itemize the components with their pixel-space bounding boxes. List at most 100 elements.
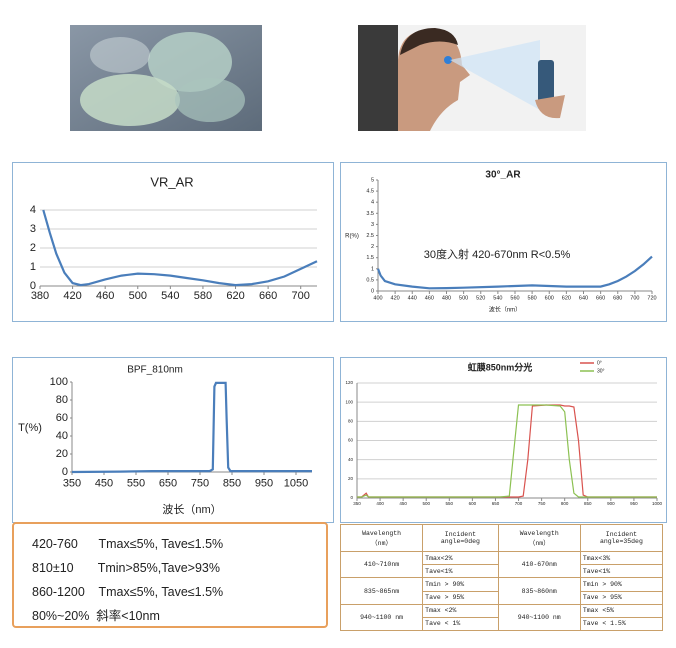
x-tick-label: 500 — [129, 290, 147, 302]
data-line — [357, 404, 657, 498]
table-cell: Tmin > 90% — [579, 577, 664, 592]
x-tick-label: 680 — [613, 295, 622, 301]
legend-label: 30° — [597, 368, 605, 374]
y-tick-label: 4.5 — [366, 189, 374, 195]
table-cell: 940~1100 nm — [339, 603, 424, 632]
x-tick-label: 400 — [376, 501, 384, 506]
lens-photo — [70, 25, 262, 131]
y-tick-label: 2.5 — [366, 233, 374, 239]
table-cell: Tmax<2% — [422, 551, 499, 566]
chart-title: 虹膜850nm分光 — [468, 361, 533, 372]
y-tick-label: 20 — [56, 448, 68, 460]
chart-title: 30°_AR — [485, 170, 521, 181]
table-cell: Tave<1% — [422, 564, 499, 579]
y-tick-label: 5 — [371, 177, 374, 183]
cell-line: angle=0deg — [440, 538, 480, 546]
x-tick-label: 620 — [562, 295, 571, 301]
table-row: Tave > 95% Tave > 95% — [341, 590, 664, 605]
table-cell: Tmax <2% — [422, 603, 499, 618]
x-tick-label: 650 — [159, 477, 177, 489]
x-tick-label: 900 — [607, 501, 615, 506]
x-tick-label: 450 — [95, 477, 113, 489]
table-cell: Incident angle=0deg — [422, 523, 499, 553]
annotation: 30度入射 420-670nm R<0.5% — [424, 247, 571, 261]
y-tick-label: 0 — [62, 466, 68, 478]
y-tick-label: 100 — [50, 376, 68, 388]
chart-title: VR_AR — [150, 174, 193, 189]
table-cell: 940~1100 nm — [497, 603, 581, 632]
x-tick-label: 1050 — [284, 477, 308, 489]
data-line — [376, 255, 653, 290]
x-axis-label: 波长（nm） — [489, 306, 521, 314]
x-tick-label: 540 — [161, 290, 179, 302]
x-tick-label: 640 — [579, 295, 588, 301]
y-tick-label: 1 — [371, 266, 374, 272]
x-tick-label: 540 — [493, 295, 502, 301]
y-tick-label: 40 — [348, 457, 354, 462]
y-tick-label: 0.5 — [366, 277, 374, 283]
table-cell: Tave > 95% — [579, 590, 664, 605]
cell-line: angle=35deg — [599, 538, 643, 546]
x-tick-label: 480 — [442, 295, 451, 301]
y-tick-label: 0 — [371, 288, 374, 294]
x-tick-label: 450 — [399, 501, 407, 506]
chart-panel — [12, 162, 334, 322]
table-cell: Wavelength （nm） — [497, 523, 581, 553]
y-tick-label: 3 — [30, 223, 36, 235]
x-tick-label: 700 — [515, 501, 523, 506]
y-tick-label: 80 — [56, 394, 68, 406]
y-tick-label: 0 — [350, 495, 353, 500]
x-tick-label: 750 — [538, 501, 546, 506]
cell-line: （nm） — [371, 539, 392, 547]
table-cell: Tave < 1.5% — [579, 616, 664, 632]
y-tick-label: 3 — [371, 222, 374, 228]
x-tick-label: 850 — [223, 477, 241, 489]
x-tick-label: 660 — [596, 295, 605, 301]
y-tick-label: 1.5 — [366, 255, 374, 261]
y-tick-label: 100 — [345, 399, 353, 404]
x-tick-label: 700 — [292, 290, 310, 302]
table-cell: 410~710nm — [339, 551, 424, 579]
y-axis-label: R(%) — [345, 234, 359, 240]
chart-panel — [340, 162, 667, 322]
x-axis-label: 波长（nm） — [162, 503, 221, 516]
x-tick-label: 350 — [353, 501, 361, 506]
x-tick-label: 350 — [63, 477, 81, 489]
table-row: Tave < 1% Tave < 1.5% — [341, 616, 664, 632]
x-tick-label: 620 — [226, 290, 244, 302]
x-tick-label: 440 — [408, 295, 417, 301]
legend-label: 0° — [597, 360, 602, 366]
x-tick-label: 600 — [545, 295, 554, 301]
x-tick-label: 460 — [96, 290, 114, 302]
table-cell: 410-670nm — [497, 551, 581, 579]
face-scan-photo — [358, 25, 586, 131]
x-tick-label: 520 — [476, 295, 485, 301]
spec-box: 420-760 Tmax≤5%, Tave≤1.5% 810±10 Tmin>85… — [12, 522, 328, 628]
y-tick-label: 60 — [348, 438, 354, 443]
x-tick-label: 420 — [391, 295, 400, 301]
y-tick-label: 20 — [348, 476, 354, 481]
y-tick-label: 2 — [371, 244, 374, 250]
x-tick-label: 500 — [422, 501, 430, 506]
y-tick-label: 0 — [30, 280, 36, 292]
x-tick-label: 380 — [31, 290, 49, 302]
table-cell: Tave > 95% — [422, 590, 499, 605]
table-cell: Tmin > 90% — [422, 577, 499, 592]
y-tick-label: 4 — [30, 204, 36, 216]
y-tick-label: 2 — [30, 242, 36, 254]
table-row: 940~1100 nm Tmax <2% 940~1100 nm Tmax <5% — [339, 603, 664, 632]
spec-line: 80%~20% 斜率<10nm — [32, 609, 160, 623]
x-tick-label: 400 — [373, 295, 382, 301]
table-cell: Tave < 1% — [422, 616, 499, 632]
spec-table: Wavelength （nm） Incident angle=0deg Waveleng… — [339, 523, 664, 632]
data-line — [42, 209, 318, 287]
y-tick-label: 40 — [56, 430, 68, 442]
table-row: Wavelength （nm） Incident angle=0deg Waveleng… — [339, 523, 664, 553]
data-line — [71, 381, 312, 474]
x-tick-label: 850 — [584, 501, 592, 506]
y-tick-label: 80 — [348, 419, 354, 424]
x-tick-label: 500 — [459, 295, 468, 301]
x-tick-label: 1000 — [652, 501, 663, 506]
y-tick-label: 4 — [371, 200, 374, 206]
